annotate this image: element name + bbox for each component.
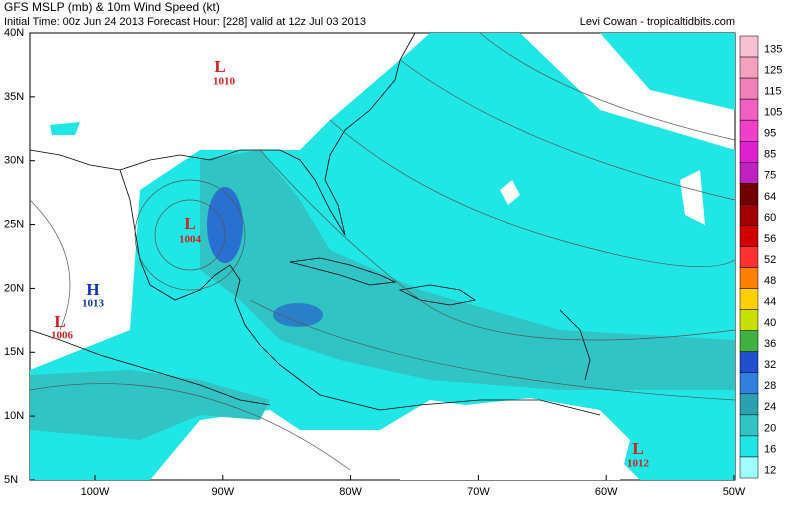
colorbar-swatch (739, 414, 759, 437)
pressure-value: 1004 (179, 234, 202, 246)
colorbar-label: 48 (764, 275, 776, 287)
calm-area (400, 170, 705, 480)
colorbar-swatch (739, 267, 759, 289)
pressure-symbol: L (184, 214, 195, 233)
colorbar-swatch (739, 225, 759, 247)
colorbar-swatch (739, 204, 759, 226)
colorbar-label: 56 (764, 233, 776, 245)
colorbar-label: 24 (764, 401, 776, 413)
colorbar-swatch (739, 351, 759, 374)
colorbar-swatch (739, 119, 759, 142)
wind-area (50, 33, 735, 135)
colorbar-swatch (739, 435, 759, 458)
lon-label: 50W (723, 486, 746, 498)
isobars (29, 32, 736, 471)
lon-label: 70W (467, 486, 490, 498)
lat-label: 5N (4, 474, 18, 486)
credit: Levi Cowan - tropicaltidbits.com (580, 16, 735, 28)
colorbar-label: 105 (764, 107, 782, 119)
pressure-value: 1012 (627, 458, 650, 470)
colorbar-swatch (739, 162, 759, 184)
wind-area-strong (200, 150, 735, 390)
colorbar-label: 64 (764, 191, 776, 203)
lat-label: 35N (4, 91, 24, 103)
colorbar-label: 20 (764, 422, 776, 434)
pressure-symbol: L (54, 312, 65, 331)
colorbar-swatch (739, 35, 759, 58)
colorbar-label: 32 (764, 359, 776, 371)
colorbar-label: 60 (764, 212, 776, 224)
colorbar-label: 52 (764, 254, 776, 266)
colorbar-label: 12 (764, 464, 776, 476)
colorbar-label: 16 (764, 443, 776, 455)
lon-label: 60W (595, 486, 618, 498)
colorbar-swatch (739, 77, 759, 100)
colorbar-swatch (739, 56, 759, 79)
pressure-value: 1006 (51, 330, 74, 342)
colorbar-swatch (739, 309, 759, 331)
wind-max (273, 303, 323, 327)
lon-label: 90W (211, 486, 234, 498)
pressure-symbol: H (86, 280, 99, 299)
coastlines (29, 32, 601, 416)
lat-label: 15N (4, 346, 24, 358)
colorbar-label: 125 (764, 64, 782, 76)
lat-label: 25N (4, 218, 24, 230)
subtitle: Initial Time: 00z Jun 24 2013 Forecast H… (4, 16, 366, 28)
colorbar-swatch (739, 456, 759, 479)
colorbar-label: 28 (764, 380, 776, 392)
colorbar-label: 115 (764, 86, 782, 98)
colorbar-label: 75 (764, 170, 776, 182)
colorbar-swatch (739, 183, 759, 205)
wind-area-strong (30, 370, 270, 440)
colorbar-label: 36 (764, 338, 776, 350)
lon-label: 80W (339, 486, 362, 498)
colorbar-swatch (739, 98, 759, 121)
lat-label: 40N (4, 27, 24, 39)
pressure-symbol: L (214, 57, 225, 76)
pressure-symbol: L (632, 439, 643, 458)
wind-max (207, 187, 243, 263)
colorbar-label: 44 (764, 296, 776, 308)
colorbar-swatch (739, 393, 759, 416)
colorbar-swatch (739, 330, 759, 352)
colorbar-label: 85 (764, 149, 776, 161)
colorbar-swatch (739, 246, 759, 268)
colorbar-swatch (739, 288, 759, 310)
colorbar-label: 95 (764, 128, 776, 140)
colorbar-swatch (739, 140, 759, 163)
colorbar-label: 40 (764, 317, 776, 329)
pressure-centers: L 1010 L 1004 H 1013 L 1006 L 1012 (51, 57, 650, 470)
colorbar-label: 135 (764, 43, 782, 55)
lon-label: 100W (81, 486, 110, 498)
lat-label: 30N (4, 155, 24, 167)
pressure-value: 1010 (213, 76, 236, 88)
title: GFS MSLP (mb) & 10m Wind Speed (kt) (4, 0, 220, 14)
lat-label: 20N (4, 282, 24, 294)
map (29, 32, 736, 481)
colorbar-swatch (739, 372, 759, 395)
pressure-value: 1013 (82, 298, 105, 310)
lat-label: 10N (4, 410, 24, 422)
